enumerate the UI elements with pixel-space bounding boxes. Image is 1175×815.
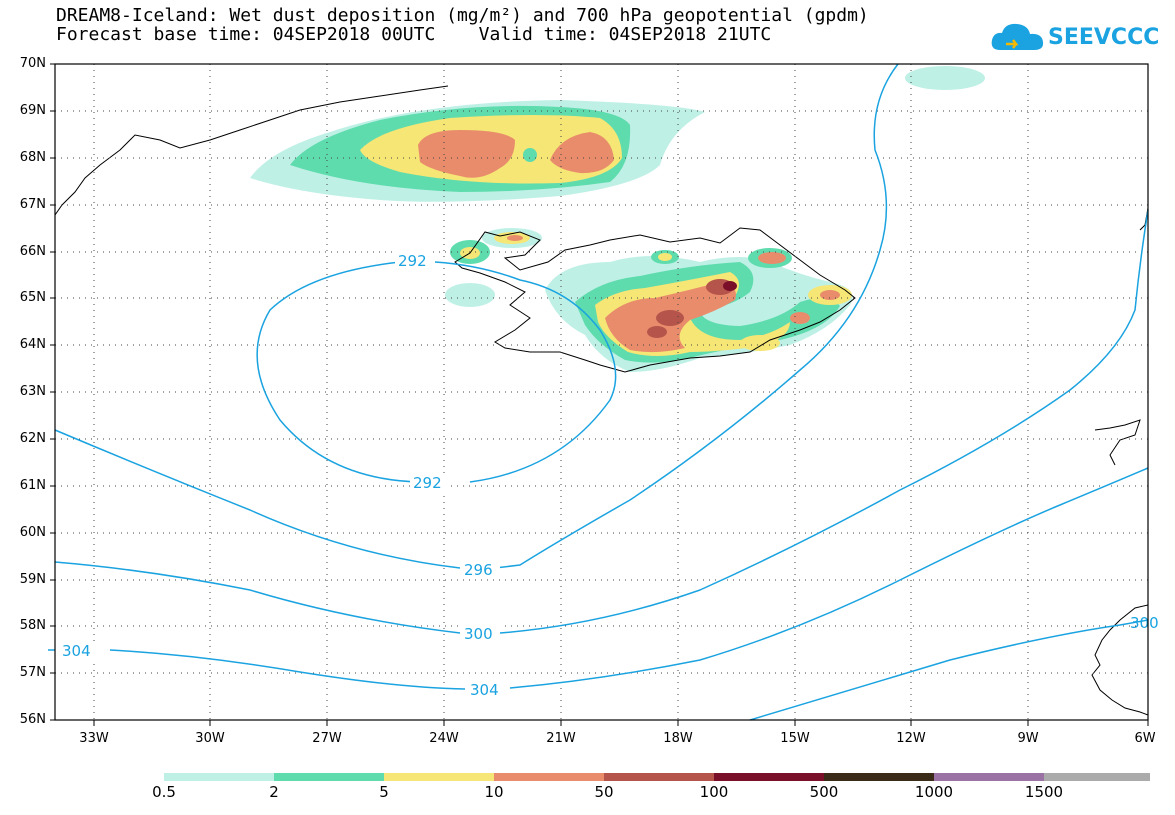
legend-label: 0.5 (152, 783, 176, 801)
legend-swatch-6 (824, 773, 934, 781)
lat-label: 66N (19, 244, 46, 259)
legend-label: 5 (379, 783, 389, 801)
lat-label: 56N (19, 712, 46, 727)
seevccc-logo: SEEVCCC (990, 20, 1159, 54)
dust-deposition-shading (250, 66, 985, 372)
lon-label: 27W (312, 731, 342, 746)
lat-label: 65N (19, 290, 46, 305)
plume-north-10b (550, 132, 614, 174)
geopotential-contours (48, 63, 1149, 721)
lat-label: 61N (19, 478, 46, 493)
lat-label: 63N (19, 384, 46, 399)
map-title-line-2: Forecast base time: 04SEP2018 00UTC Vali… (56, 24, 772, 45)
legend-swatch-0 (164, 773, 274, 781)
contour-ridge-north (494, 63, 899, 569)
contour-label-292-top: 292 (398, 252, 427, 270)
lon-label: 24W (429, 731, 459, 746)
lon-label: 9W (1017, 731, 1039, 746)
contour-labels: 292 292 296 300 304 304 300 (58, 251, 1159, 699)
contour-292-closed (256, 261, 617, 483)
legend-label: 1000 (914, 783, 954, 801)
lat-label: 60N (19, 525, 46, 540)
legend-swatch-3 (494, 773, 604, 781)
graticule (55, 64, 1148, 720)
plume-north-10a (418, 130, 515, 178)
lat-label: 59N (19, 572, 46, 587)
legend-label: 2 (269, 783, 279, 801)
legend-label: 500 (809, 783, 839, 801)
contour-300 (54, 209, 1149, 634)
lat-label: 68N (19, 150, 46, 165)
lat-label: 64N (19, 337, 46, 352)
faroe-coastline (1094, 419, 1141, 466)
contour-label-296: 296 (464, 561, 493, 579)
legend-swatch-7 (934, 773, 1044, 781)
lon-label: 15W (780, 731, 810, 746)
iceland-coastline (454, 227, 856, 373)
lon-label: 30W (195, 731, 225, 746)
legend-swatch-5 (714, 773, 824, 781)
legend-swatch-8 (1044, 773, 1150, 781)
contour-label-304: 304 (470, 681, 499, 699)
contour-label-300: 300 (464, 625, 493, 643)
scotland-coastline (1091, 604, 1149, 716)
lon-label: 12W (896, 731, 926, 746)
legend-swatch-1 (274, 773, 384, 781)
lat-label: 58N (19, 618, 46, 633)
lat-label: 70N (19, 56, 46, 71)
contour-label-292-bottom: 292 (413, 474, 442, 492)
contour-296-west (54, 429, 461, 569)
greenland-coastline (54, 85, 449, 216)
cloud-icon (991, 23, 1044, 50)
lon-label: 21W (546, 731, 576, 746)
legend-swatch-2 (384, 773, 494, 781)
lon-label: 6W (1134, 731, 1156, 746)
legend-swatch-4 (604, 773, 714, 781)
lon-label: 18W (663, 731, 693, 746)
lat-label: 57N (19, 665, 46, 680)
lon-label: 33W (79, 731, 109, 746)
logo-text: SEEVCCC (1048, 25, 1160, 50)
lat-label: 67N (19, 197, 46, 212)
legend-label: 50 (594, 783, 614, 801)
map-title-line-1: DREAM8-Iceland: Wet dust deposition (mg/… (56, 5, 869, 26)
contour-304 (109, 467, 1149, 690)
legend-label: 10 (484, 783, 504, 801)
legend-label: 1500 (1024, 783, 1064, 801)
lat-label: 62N (19, 431, 46, 446)
lat-label: 69N (19, 103, 46, 118)
contour-label-304-west: 304 (62, 642, 91, 660)
axis-ticks (50, 63, 1149, 726)
contour-300-east (749, 619, 1149, 721)
contour-label-300-east: 300 (1130, 614, 1159, 632)
legend-label: 100 (699, 783, 729, 801)
